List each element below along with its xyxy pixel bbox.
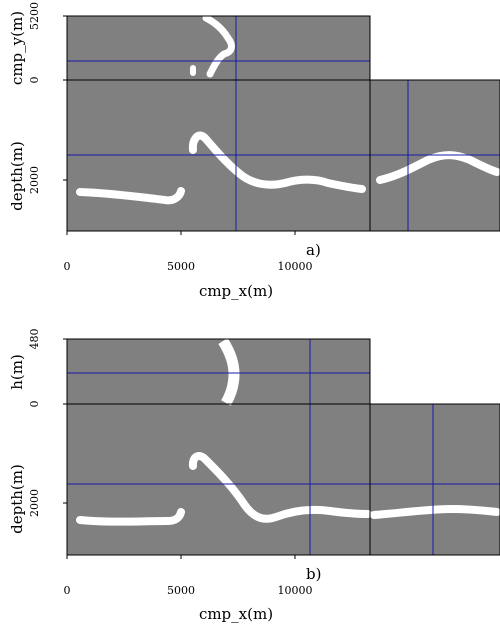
panel-b-x-tick-label-0: 0 bbox=[64, 584, 71, 597]
panel-b-top-tick-zero: 0 bbox=[28, 401, 41, 408]
panel-a-depth-label: depth(m) bbox=[8, 141, 26, 211]
panel-b-front-view bbox=[67, 404, 370, 555]
panel-a-side-frame bbox=[369, 79, 500, 232]
panel-a-x-tick-label-5000: 5000 bbox=[167, 260, 195, 273]
panel-a-top-reflector bbox=[202, 14, 235, 78]
panel-a-x-tick-label-10000: 10000 bbox=[278, 260, 313, 273]
panel-b-top-view bbox=[67, 339, 370, 404]
panel-b-top-reflector bbox=[218, 338, 240, 406]
panel-a-reflector-left bbox=[76, 187, 185, 205]
panel-a-x-tick-label-0: 0 bbox=[64, 260, 71, 273]
panel-b-side-view bbox=[370, 404, 500, 555]
panel-a-tag: a) bbox=[306, 241, 321, 259]
panel-b-side-frame bbox=[369, 403, 500, 556]
panel-b-depth-tick: 2000 bbox=[28, 489, 41, 517]
panel-b-xlabel: cmp_x(m) bbox=[199, 605, 273, 623]
panel-a-top-tick-zero: 0 bbox=[28, 77, 41, 84]
panel-b-reflector-left bbox=[76, 508, 185, 526]
panel-b-top-ylabel: h(m) bbox=[8, 354, 26, 390]
panel-b-reflector-side bbox=[370, 504, 500, 519]
panel-b-depth-label: depth(m) bbox=[8, 464, 26, 534]
panel-b-x-tick-label-10000: 10000 bbox=[278, 584, 313, 597]
panel-b: 480 0 h(m) 2000 depth(m) 0 5000 10000 cm… bbox=[8, 329, 500, 623]
panel-b-tag: b) bbox=[306, 565, 321, 583]
panel-b-reflector-main bbox=[188, 452, 372, 523]
panel-b-top-tick-max: 480 bbox=[28, 329, 41, 350]
panel-b-x-tick-label-5000: 5000 bbox=[167, 584, 195, 597]
panel-a-depth-tick: 2000 bbox=[28, 166, 41, 194]
panel-a: 5200 0 cmp_y(m) 2000 depth(m) 0 5000 100… bbox=[8, 2, 500, 300]
panel-a-top-tick-max: 5200 bbox=[28, 2, 41, 30]
panel-a-reflector-main bbox=[188, 131, 366, 193]
panel-a-top-ylabel: cmp_y(m) bbox=[8, 11, 26, 85]
panel-a-xlabel: cmp_x(m) bbox=[199, 282, 273, 300]
